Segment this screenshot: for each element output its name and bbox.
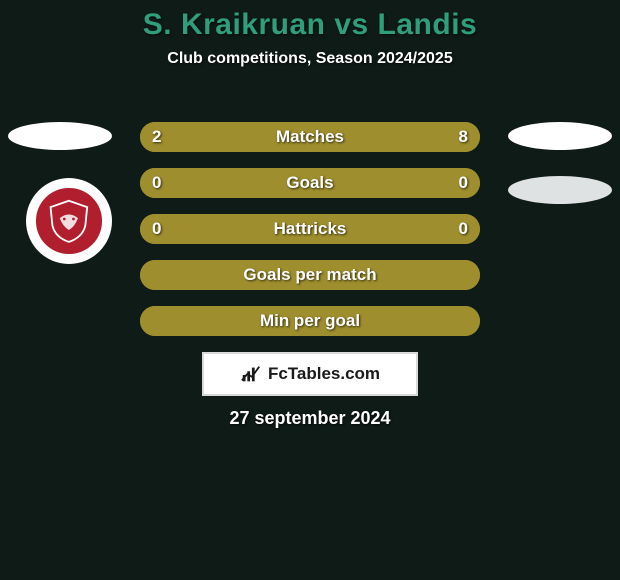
stat-row: Goals0 0	[140, 168, 480, 198]
stat-row: Hattricks0 0	[140, 214, 480, 244]
stat-label: Goals per match	[140, 260, 480, 290]
stat-right-value: 0	[459, 214, 468, 244]
stat-row: Matches2 8	[140, 122, 480, 152]
player-left-club-badge	[26, 178, 112, 264]
stat-right-value: 8	[459, 122, 468, 152]
club-crest-icon	[46, 198, 92, 244]
brand-text: FcTables.com	[268, 364, 380, 384]
stat-label: Hattricks	[140, 214, 480, 244]
brand-box: FcTables.com	[202, 352, 418, 396]
club-badge-inner	[36, 188, 101, 253]
stat-left-value: 2	[152, 122, 161, 152]
stat-row: Min per goal	[140, 306, 480, 336]
date-text: 27 september 2024	[0, 408, 620, 429]
page-subtitle: Club competitions, Season 2024/2025	[0, 50, 620, 68]
page-title: S. Kraikruan vs Landis	[0, 0, 620, 42]
stat-label: Min per goal	[140, 306, 480, 336]
comparison-card: S. Kraikruan vs Landis Club competitions…	[0, 0, 620, 580]
stats-bars: Matches28Goals00Hattricks00Goals per mat…	[140, 122, 480, 352]
stat-left-value: 0	[152, 214, 161, 244]
stat-label: Matches	[140, 122, 480, 152]
stat-label: Goals	[140, 168, 480, 198]
player-left-oval	[8, 122, 112, 150]
player-right-oval	[508, 122, 612, 150]
player-right-club-oval	[508, 176, 612, 204]
bars-chart-icon	[240, 363, 262, 385]
stat-right-value: 0	[459, 168, 468, 198]
stat-row: Goals per match	[140, 260, 480, 290]
stat-left-value: 0	[152, 168, 161, 198]
